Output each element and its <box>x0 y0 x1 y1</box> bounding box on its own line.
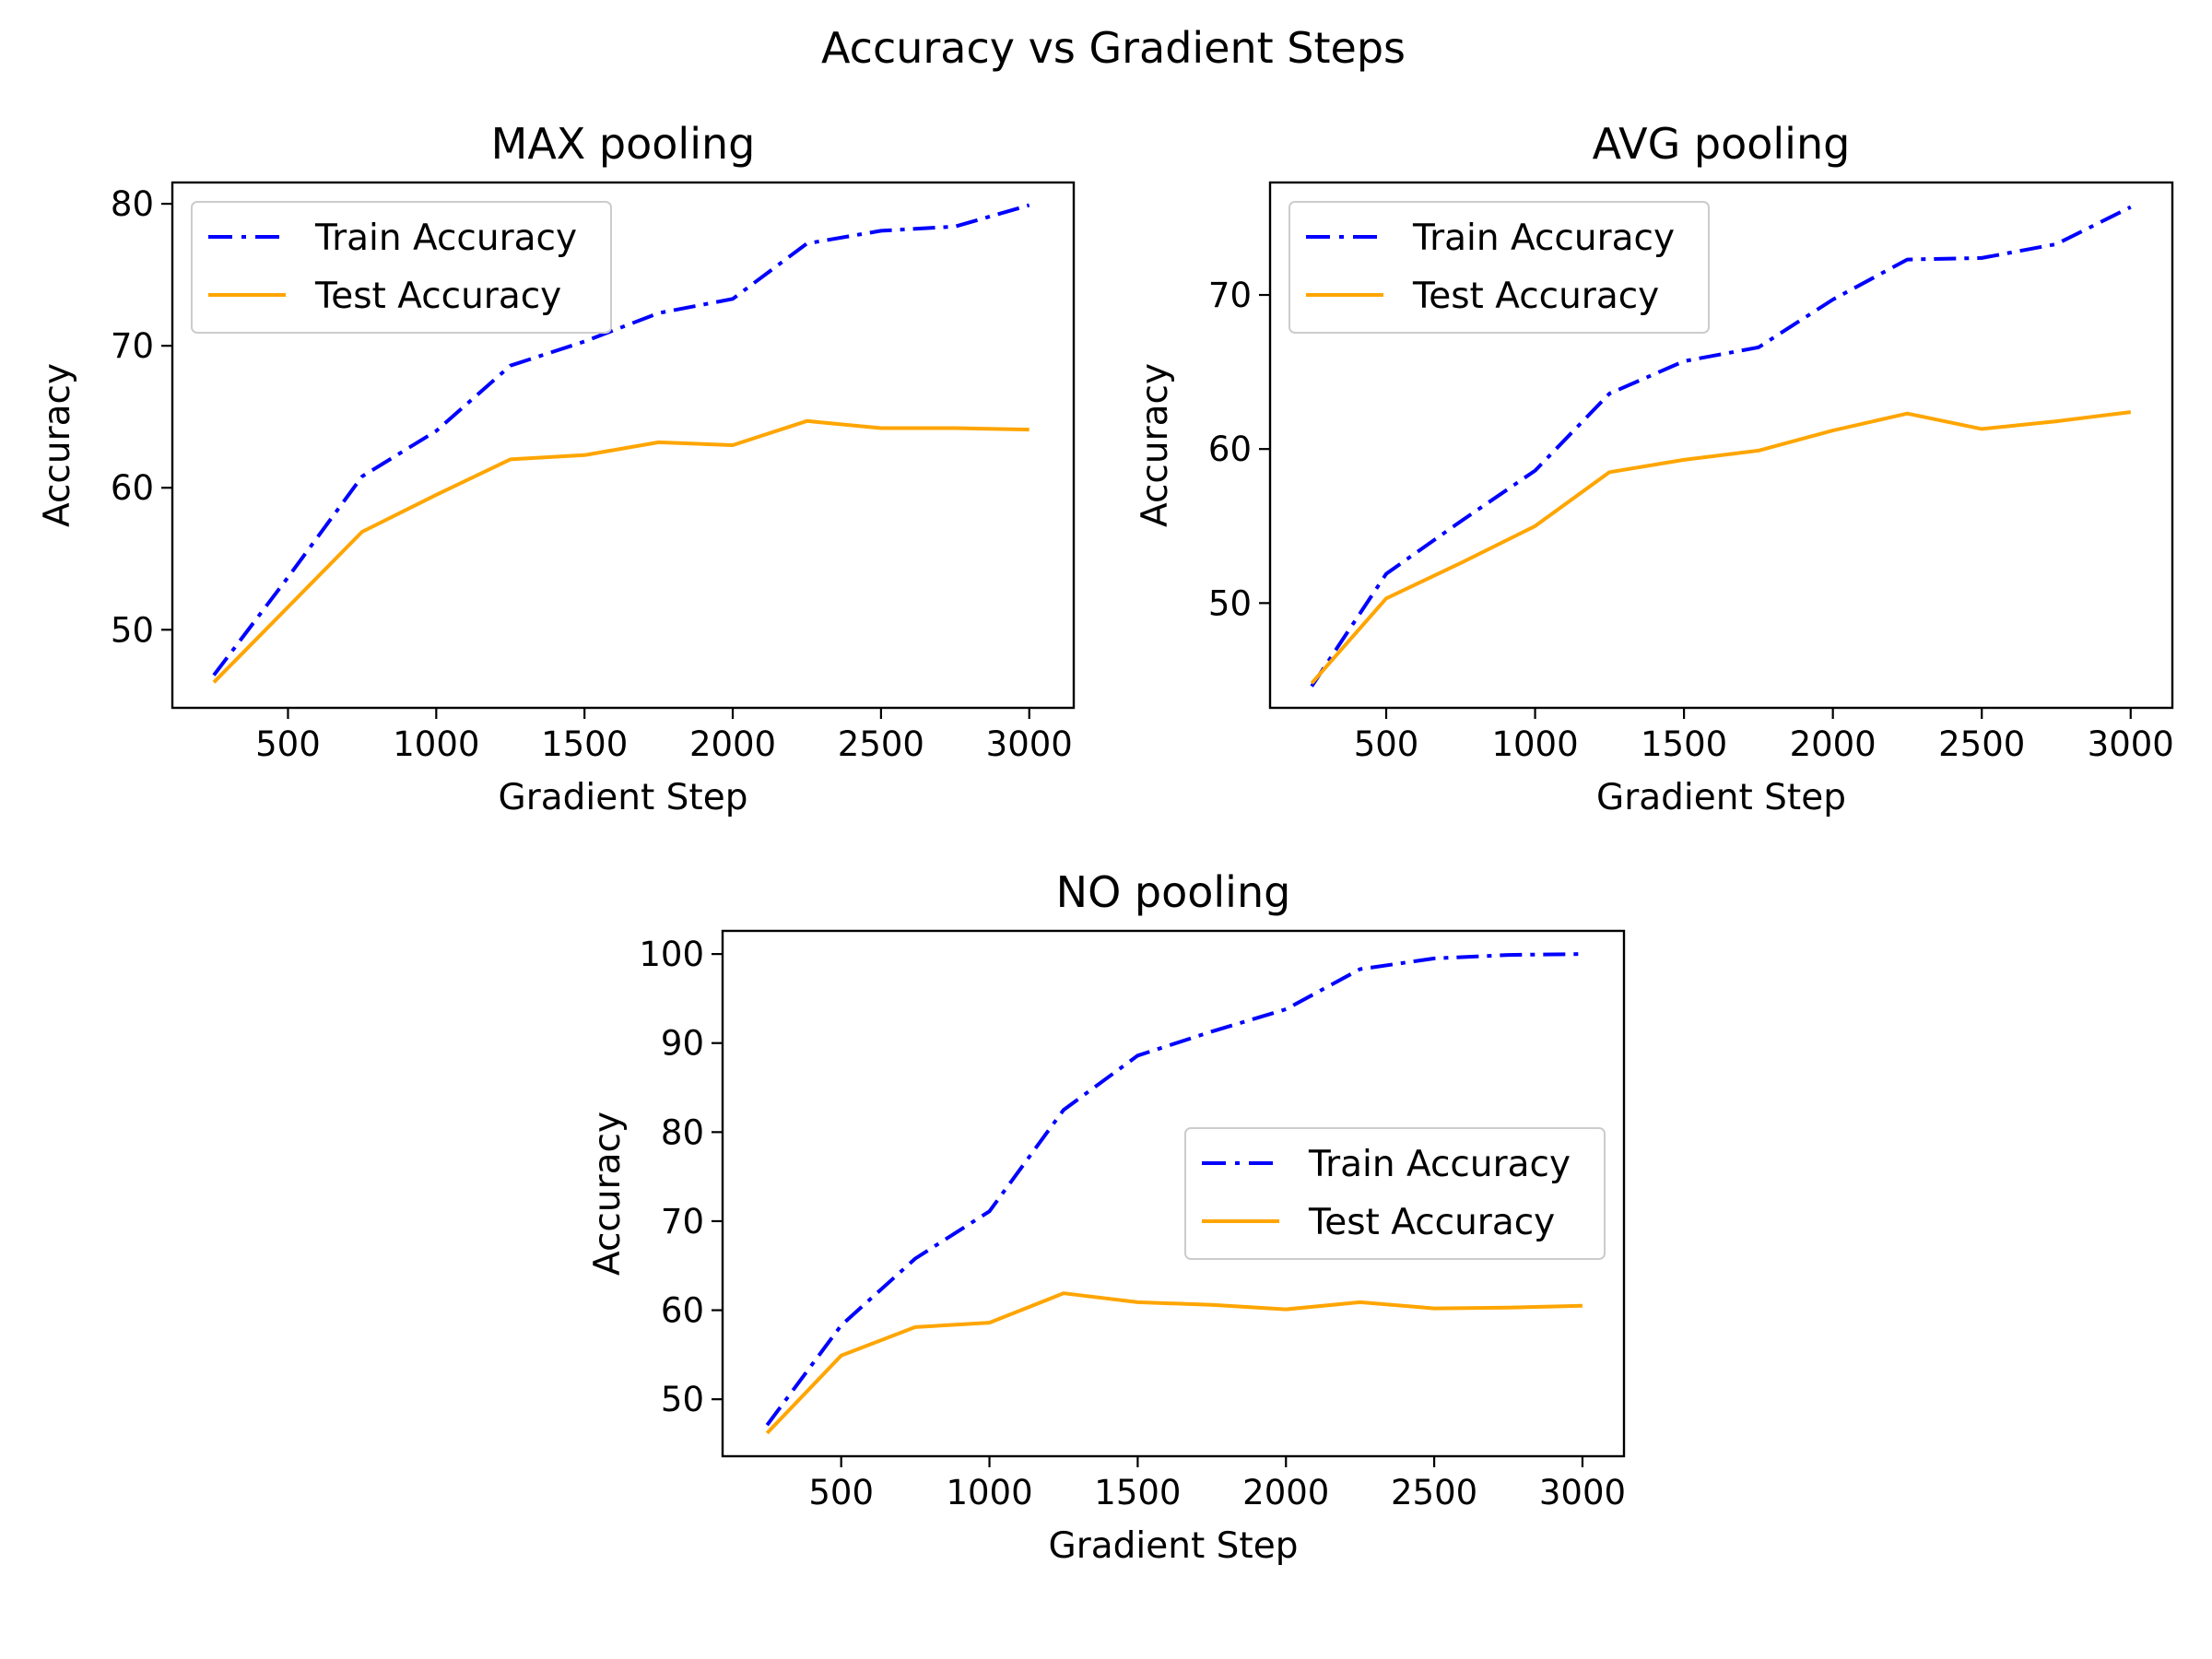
y-axis-label: Accuracy <box>37 363 78 527</box>
x-tick-label: 2500 <box>1391 1473 1477 1512</box>
x-tick-label: 2500 <box>1938 724 2025 764</box>
y-tick-label: 70 <box>111 326 154 366</box>
x-tick-label: 500 <box>1354 724 1419 764</box>
test-accuracy-line <box>212 418 1030 684</box>
legend-test-label: Test Accuracy <box>1412 276 1659 317</box>
chart-title: AVG pooling <box>1593 119 1851 169</box>
legend-box <box>1288 201 1710 334</box>
x-tick-label: 500 <box>808 1473 874 1512</box>
chart-avg-pooling: AVG pooling 500 1000 1500 2000 2500 3000 50 60 70… <box>1135 119 2174 818</box>
figure-title: Accuracy vs Gradient Steps <box>821 23 1406 73</box>
y-axis-label: Accuracy <box>587 1112 629 1276</box>
x-tick-label: 2000 <box>1790 724 1877 764</box>
legend-test-label: Test Accuracy <box>1308 1202 1555 1243</box>
test-accuracy-line <box>765 1291 1583 1435</box>
x-tick-label: 2000 <box>1242 1473 1329 1512</box>
y-axis-label: Accuracy <box>1135 363 1176 527</box>
y-tick-label: 100 <box>639 935 704 974</box>
train-accuracy-line <box>1310 205 2132 688</box>
y-tick-label: 70 <box>1208 276 1252 315</box>
y-tick-label: 60 <box>1208 429 1252 469</box>
x-tick-label: 2000 <box>689 724 776 764</box>
y-tick-label: 70 <box>661 1202 704 1241</box>
axes-frame <box>171 181 1076 710</box>
x-axis-label: Gradient Step <box>1049 1525 1299 1567</box>
axes-frame <box>721 929 1626 1458</box>
x-tick-label: 1000 <box>946 1473 1032 1512</box>
chart-title: MAX pooling <box>491 119 756 169</box>
legend-train-label: Train Accuracy <box>314 218 577 259</box>
legend-box <box>191 201 612 334</box>
x-tick-label: 2500 <box>838 724 924 764</box>
y-tick-label: 80 <box>111 184 154 224</box>
legend: Train Accuracy Test Accuracy <box>1288 201 1710 334</box>
legend-box <box>1184 1127 1606 1260</box>
legend: Train Accuracy Test Accuracy <box>1184 1127 1606 1260</box>
x-tick-label: 1500 <box>541 724 628 764</box>
x-tick-label: 1500 <box>1641 724 1727 764</box>
x-tick-label: 1500 <box>1094 1473 1181 1512</box>
y-tick-label: 60 <box>111 468 154 508</box>
y-tick-label: 50 <box>111 610 154 650</box>
x-tick-label: 1000 <box>393 724 479 764</box>
chart-title: NO pooling <box>1056 867 1291 917</box>
y-tick-label: 60 <box>661 1291 704 1331</box>
y-tick-label: 90 <box>661 1024 704 1064</box>
train-accuracy-line <box>212 203 1030 677</box>
legend-train-label: Train Accuracy <box>1412 218 1675 259</box>
x-tick-label: 3000 <box>1539 1473 1626 1512</box>
legend: Train Accuracy Test Accuracy <box>191 201 612 334</box>
x-tick-label: 1000 <box>1491 724 1578 764</box>
x-axis-label: Gradient Step <box>1596 777 1846 818</box>
test-accuracy-line <box>1310 410 2132 685</box>
y-tick-label: 80 <box>661 1112 704 1152</box>
x-tick-label: 3000 <box>986 724 1073 764</box>
y-tick-label: 50 <box>661 1380 704 1419</box>
x-tick-label: 3000 <box>2088 724 2174 764</box>
axes-frame <box>1268 181 2174 710</box>
y-tick-label: 50 <box>1208 583 1252 623</box>
legend-train-label: Train Accuracy <box>1308 1144 1571 1185</box>
chart-max-pooling: MAX pooling 500 1000 1500 2000 2500 3000 50 60 70… <box>37 119 1076 818</box>
legend-test-label: Test Accuracy <box>314 276 561 317</box>
x-axis-label: Gradient Step <box>499 777 748 818</box>
x-tick-label: 500 <box>255 724 321 764</box>
chart-no-pooling: NO pooling 500 1000 1500 2000 2500 3000 50 60 70 8… <box>587 867 1626 1567</box>
train-accuracy-line <box>765 952 1583 1427</box>
